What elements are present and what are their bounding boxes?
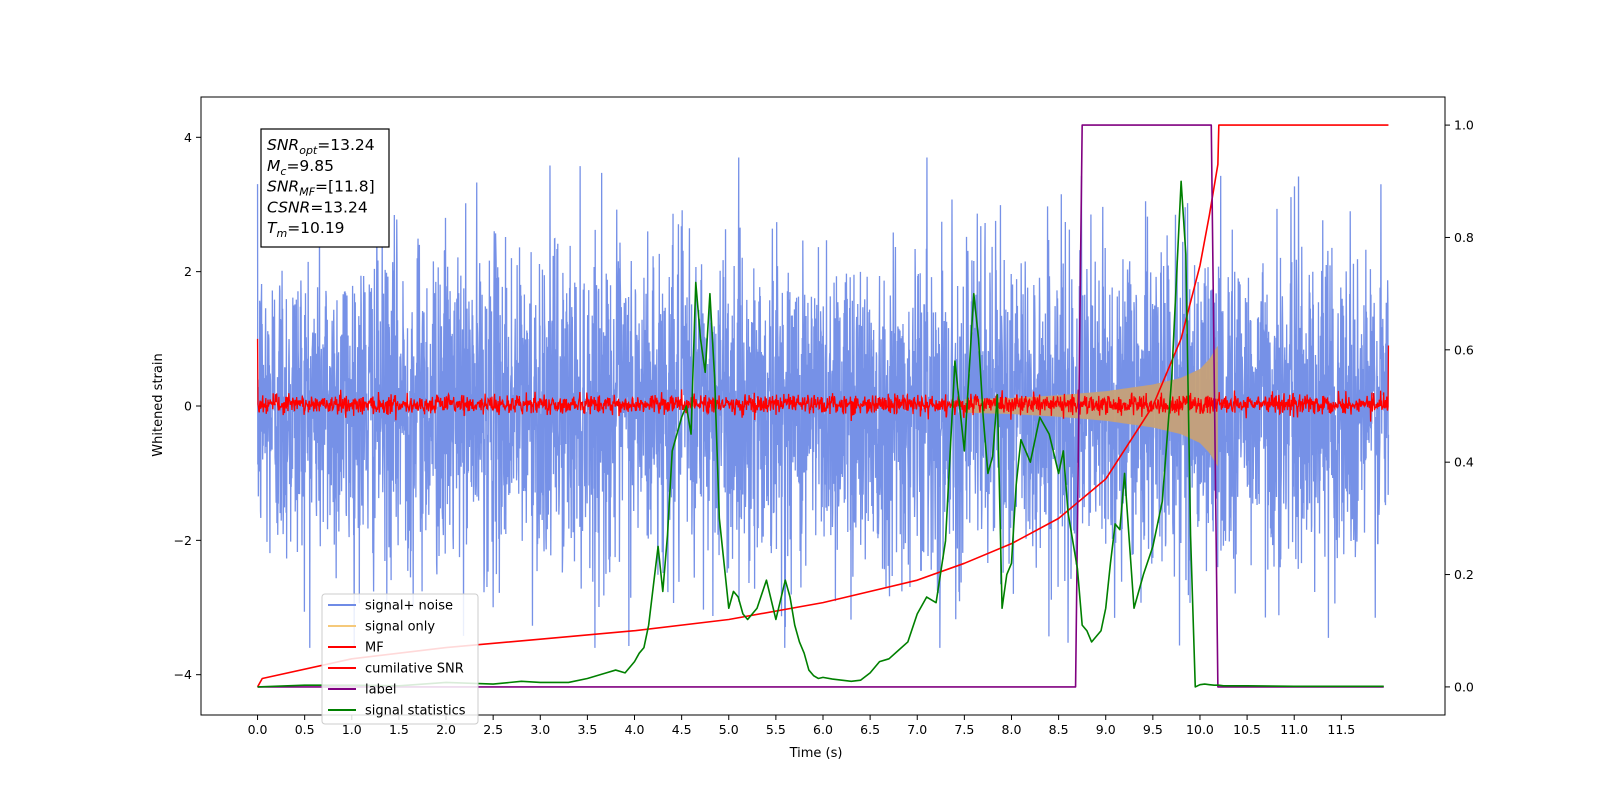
x-tick-label: 8.0	[1002, 722, 1022, 737]
y-tick-label: 0	[184, 399, 192, 414]
x-tick-label: 5.5	[766, 722, 786, 737]
info-box-line: CSNR=13.24	[267, 198, 368, 216]
x-tick-label: 10.0	[1186, 722, 1214, 737]
legend-entry: cumilative SNR	[365, 662, 464, 677]
x-tick-label: 9.5	[1143, 722, 1163, 737]
legend-entry: signal only	[365, 620, 435, 635]
series-mf-line	[256, 338, 1390, 422]
y-tick-label: 2	[184, 264, 192, 279]
y-tick-label: −4	[174, 667, 192, 682]
x-tick-label: 6.0	[813, 722, 833, 737]
y2-tick-label: 0.6	[1454, 342, 1474, 357]
x-tick-label: 2.5	[483, 722, 503, 737]
y2-tick-label: 0.2	[1454, 567, 1474, 582]
info-box-line: Mc=9.85	[267, 157, 334, 178]
info-box-line: SNRopt=13.24	[267, 136, 375, 157]
x-tick-label: 4.0	[625, 722, 645, 737]
info-box-line: Tm=10.19	[267, 219, 345, 240]
x-tick-label: 7.0	[907, 722, 927, 737]
x-tick-label: 4.5	[672, 722, 692, 737]
y2-tick-label: 1.0	[1454, 118, 1474, 133]
legend-entry: signal statistics	[365, 704, 466, 719]
x-tick-label: 5.0	[719, 722, 739, 737]
legend-entry: label	[365, 683, 396, 698]
x-tick-label: 3.0	[530, 722, 550, 737]
x-tick-label: 8.5	[1049, 722, 1069, 737]
x-tick-label: 1.0	[342, 722, 362, 737]
x-tick-label: 0.0	[248, 722, 268, 737]
info-box: SNRopt=13.24Mc=9.85SNRMF=[11.8]CSNR=13.2…	[260, 128, 390, 248]
y2-tick-label: 0.8	[1454, 230, 1474, 245]
legend: signal+ noise signal only MF cumilative SNR…	[321, 593, 479, 725]
x-tick-label: 6.5	[860, 722, 880, 737]
series-signal-only-area	[964, 345, 1218, 467]
y2-tick-label: 0.4	[1454, 455, 1474, 470]
x-tick-label: 9.0	[1096, 722, 1116, 737]
series-signal-statistics-line	[257, 180, 1384, 688]
y-tick-label: −2	[174, 533, 192, 548]
axes: 0.0 0.5 1.0 1.5 2.0 2.5 3.0 3.5 4.0 4.5 5.0 5.5 6.0 6…	[174, 96, 1474, 737]
series-label-line	[257, 124, 1384, 688]
x-axis-label: Time (s)	[789, 746, 843, 761]
x-tick-label: 3.5	[577, 722, 597, 737]
x-tick-label: 2.0	[436, 722, 456, 737]
y-tick-label: 4	[184, 130, 192, 145]
info-box-line: SNRMF=[11.8]	[267, 178, 375, 199]
x-tick-label: 10.5	[1233, 722, 1261, 737]
y-axis-label: Whitened strain	[151, 353, 166, 456]
x-tick-label: 0.5	[295, 722, 315, 737]
x-tick-label: 7.5	[954, 722, 974, 737]
x-tick-label: 1.5	[389, 722, 409, 737]
legend-entry: signal+ noise	[365, 599, 453, 614]
info-box-frame	[260, 128, 390, 248]
x-tick-label: 11.5	[1327, 722, 1355, 737]
y2-tick-label: 0.0	[1454, 679, 1474, 694]
x-tick-label: 11.0	[1280, 722, 1308, 737]
legend-frame	[321, 593, 479, 725]
legend-entry: MF	[365, 641, 384, 656]
